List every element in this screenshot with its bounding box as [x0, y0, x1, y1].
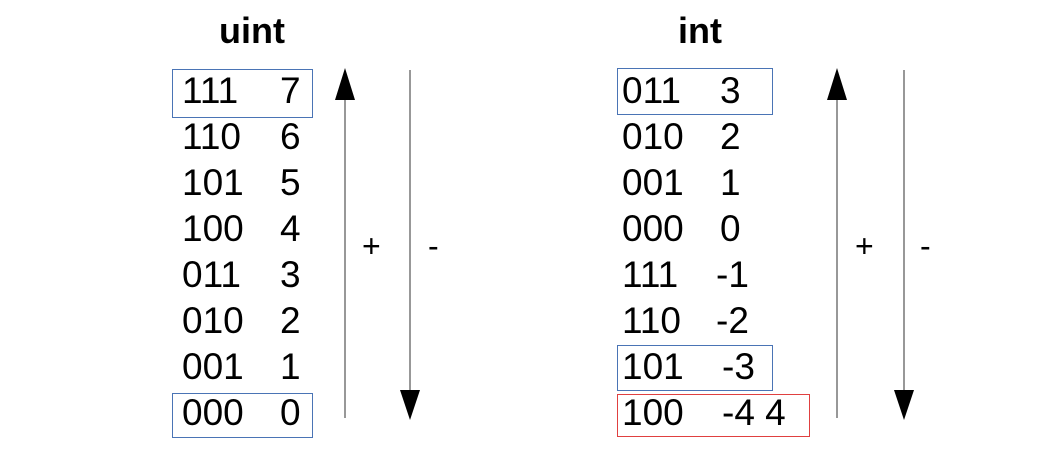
uint-min-highlight-box: [172, 393, 313, 438]
uint-row-5: 010 2: [182, 298, 312, 344]
int-arrows: [827, 68, 914, 420]
int-value-5: -2: [716, 300, 749, 341]
int-rows: 011 3 010 2 001 1 000 0 111 -1 110 -2 101 -3 10…: [622, 68, 822, 436]
uint-max-highlight-box: [172, 69, 313, 118]
uint-value-7: 0: [280, 392, 301, 433]
int-bits-7: 100: [622, 392, 684, 433]
int-min-highlight-box: [617, 345, 773, 391]
uint-bits-4: 011: [182, 254, 241, 295]
uint-row-4: 011 3: [182, 252, 312, 298]
int-value-6: -3: [722, 346, 755, 387]
uint-plus-label: +: [362, 228, 381, 264]
int-row-3: 000 0: [622, 206, 822, 252]
int-plus-label: +: [855, 228, 874, 264]
int-bits-6: 101: [622, 346, 684, 387]
uint-panel: uint 111 7 110 6 101 5 100 4 011 3 010 2 0 01 1 …: [0, 0, 520, 452]
int-row-0: 011 3: [622, 68, 822, 114]
int-row-2: 001 1: [622, 160, 822, 206]
int-title: int: [678, 10, 722, 51]
int-bits-3: 000: [622, 208, 684, 249]
int-value-1: 2: [720, 116, 741, 157]
int-bits-0: 011: [622, 70, 681, 111]
int-row-4: 111 -1: [622, 252, 822, 298]
uint-down-arrowhead-icon: [400, 390, 420, 420]
uint-bits-6: 001: [182, 346, 244, 387]
uint-row-0: 111 7: [182, 68, 312, 114]
uint-title: uint: [219, 10, 285, 51]
int-row-7: 100 -4 4: [622, 390, 822, 436]
uint-row-6: 001 1: [182, 344, 312, 390]
int-value-2: 1: [720, 162, 741, 203]
uint-value-4: 3: [280, 254, 301, 295]
uint-row-1: 110 6: [182, 114, 312, 160]
int-up-arrowhead-icon: [827, 68, 847, 100]
int-bits-5: 110: [622, 300, 681, 341]
int-row-1: 010 2: [622, 114, 822, 160]
int-minus-label: -: [920, 228, 931, 264]
uint-value-6: 1: [280, 346, 301, 387]
uint-value-3: 4: [280, 208, 301, 249]
uint-row-3: 100 4: [182, 206, 312, 252]
uint-row-2: 101 5: [182, 160, 312, 206]
int-max-highlight-box: [617, 68, 773, 115]
uint-minus-label: -: [428, 228, 439, 264]
uint-bits-7: 000: [182, 392, 244, 433]
uint-bits-2: 101: [182, 162, 244, 203]
uint-value-5: 2: [280, 300, 301, 341]
uint-bits-0: 111: [182, 70, 239, 111]
int-overflow-highlight-box: [617, 394, 810, 437]
uint-value-0: 7: [280, 70, 301, 111]
uint-row-7: 000 0: [182, 390, 312, 436]
int-bits-1: 010: [622, 116, 684, 157]
int-value-4: -1: [716, 254, 749, 295]
int-value-7: -4 4: [722, 392, 786, 433]
uint-up-arrowhead-icon: [335, 68, 355, 100]
int-down-arrowhead-icon: [894, 390, 914, 420]
uint-value-1: 6: [280, 116, 301, 157]
uint-bits-3: 100: [182, 208, 244, 249]
uint-arrows: [335, 68, 420, 420]
uint-bits-5: 010: [182, 300, 244, 341]
int-value-3: 0: [720, 208, 741, 249]
uint-value-2: 5: [280, 162, 301, 203]
uint-rows: 111 7 110 6 101 5 100 4 011 3 010 2 001 1 000 0: [182, 68, 312, 436]
uint-bits-1: 110: [182, 116, 241, 157]
int-bits-2: 001: [622, 162, 684, 203]
int-row-6: 101 -3: [622, 344, 822, 390]
int-value-0: 3: [720, 70, 741, 111]
int-row-5: 110 -2: [622, 298, 822, 344]
int-bits-4: 111: [622, 254, 679, 295]
